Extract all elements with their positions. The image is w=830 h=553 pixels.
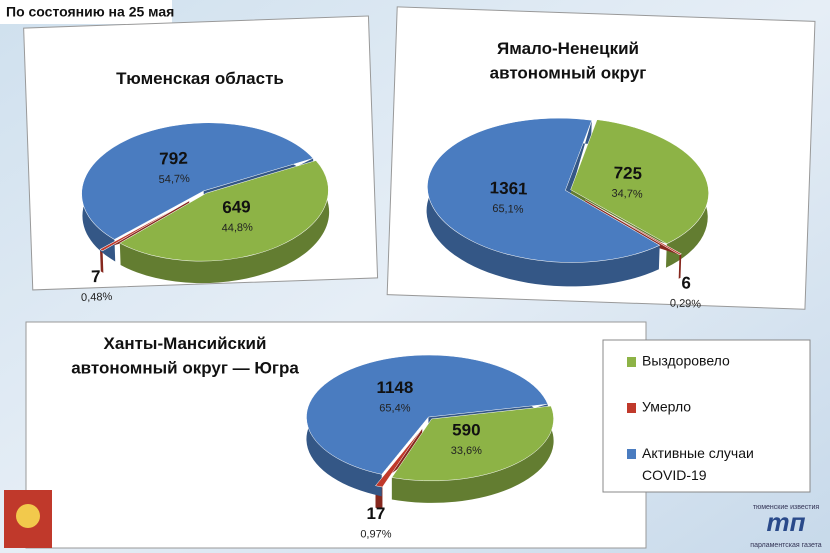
logo-top: тюменские известия: [753, 504, 820, 511]
share-label: 65,1%: [492, 203, 524, 216]
legend-line: Активные случаи: [642, 445, 754, 461]
pie-chart: 649 44,8% 7 0,48% 792 54,7%: [81, 122, 330, 304]
slice: [99, 200, 190, 252]
title-line: Ямало-Ненецкий: [497, 39, 639, 58]
title-line: Тюменская область: [116, 69, 284, 88]
pie-chart: 725 34,7% 6 0,29% 1361 65,1%: [426, 117, 709, 311]
legend-swatch: [627, 357, 636, 367]
header-box: [0, 0, 172, 24]
slice: [375, 428, 423, 488]
slice: [306, 354, 549, 475]
value-label: 7: [91, 267, 101, 286]
title-line: автономный округ: [490, 64, 647, 83]
legend-box: [602, 339, 811, 493]
header: По состоянию на 25 мая: [6, 4, 174, 20]
logo-mark: тп: [767, 507, 806, 537]
legend-line: COVID-19: [642, 467, 707, 483]
share-label: 54,7%: [158, 173, 190, 186]
share-label: 0,29%: [670, 297, 702, 310]
slice: [427, 117, 661, 263]
legend-label: Активные случаи COVID-19: [642, 445, 754, 483]
pie-chart: 590 33,6% 17 0,97% 1148 65,4%: [306, 354, 554, 540]
value-label: 1148: [376, 378, 413, 397]
value-label: 17: [366, 504, 385, 523]
slice-side: [375, 428, 423, 510]
chart-title: Тюменская область: [116, 69, 284, 88]
value-label: 6: [681, 273, 691, 292]
share-label: 33,6%: [451, 445, 482, 457]
title-line: Ханты-Мансийский: [104, 334, 267, 353]
chart-title: Ханты-Мансийский автономный округ — Югра: [71, 334, 299, 378]
value-label: 725: [613, 163, 642, 183]
slice: [391, 405, 554, 482]
value-label: 792: [159, 149, 188, 169]
share-label: 0,97%: [360, 528, 391, 540]
slice: [585, 199, 682, 256]
chart-title: Ямало-Ненецкий автономный округ: [490, 39, 647, 83]
value-label: 1361: [489, 178, 527, 198]
share-label: 34,7%: [611, 188, 643, 201]
emblem: [4, 490, 52, 548]
slice: [119, 160, 329, 262]
emblem-eagle: [16, 504, 40, 528]
title-line: автономный округ — Югра: [71, 359, 299, 378]
value-label: 649: [222, 197, 251, 217]
legend-swatch: [627, 449, 636, 459]
slice: [570, 119, 709, 245]
share-label: 0,48%: [81, 291, 113, 304]
slice: [81, 122, 314, 240]
value-label: 590: [452, 420, 480, 439]
legend-label: Выздоровело: [642, 353, 730, 369]
logo-bottom: парламентская газета: [750, 542, 821, 549]
legend-label: Умерло: [642, 399, 691, 415]
share-label: 65,4%: [379, 402, 410, 414]
legend-swatch: [627, 403, 636, 413]
share-label: 44,8%: [221, 222, 253, 235]
